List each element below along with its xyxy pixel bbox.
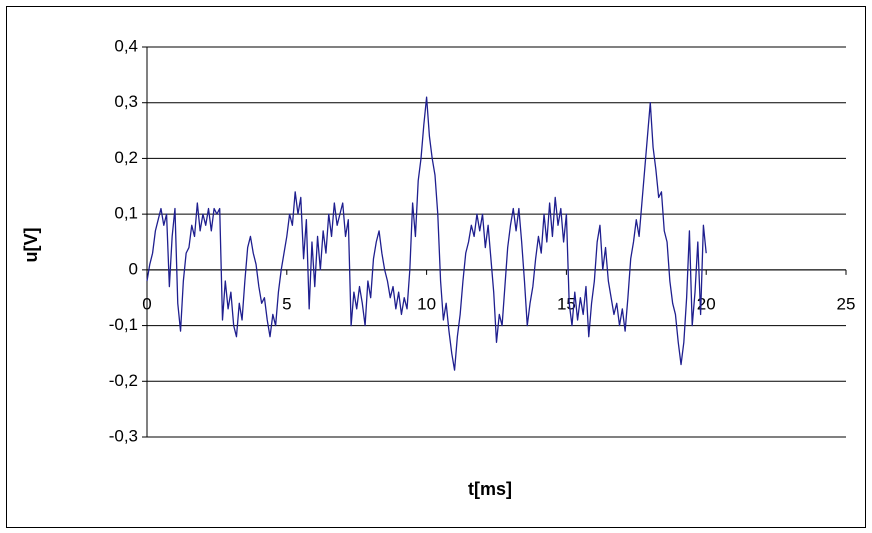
- x-tick-label: 10: [417, 294, 436, 313]
- y-tick-label: 0: [129, 259, 138, 278]
- x-axis-title: t[ms]: [468, 479, 512, 499]
- x-tick-label: 5: [282, 294, 291, 313]
- x-tick-label: 15: [557, 294, 576, 313]
- x-tick-label: 0: [142, 294, 151, 313]
- y-tick-label: -0,3: [109, 426, 138, 445]
- y-tick-label: 0,3: [114, 92, 138, 111]
- data-line: [146, 96, 707, 371]
- y-tick-label: 0,4: [114, 36, 138, 55]
- y-tick-label: -0,1: [109, 315, 138, 334]
- y-axis-title: u[V]: [21, 228, 41, 263]
- y-tick-label: -0,2: [109, 371, 138, 390]
- x-tick-label: 25: [837, 294, 856, 313]
- y-tick-label: 0,1: [114, 204, 138, 223]
- y-tick-label: 0,2: [114, 148, 138, 167]
